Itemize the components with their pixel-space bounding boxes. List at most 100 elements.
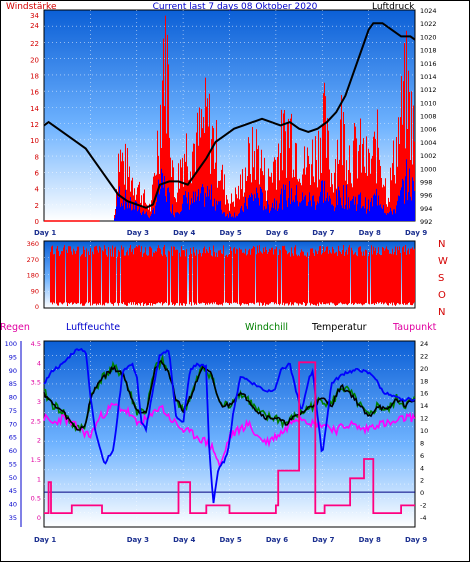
c3-day-label: Day 6: [266, 536, 288, 544]
humidity-tick: 40: [9, 501, 17, 509]
pressure-tick: 1016: [420, 60, 437, 68]
temperature-tick: 22: [420, 352, 428, 360]
c1-day-label: Day 5: [220, 229, 242, 237]
c1-day-label: Day 9: [405, 229, 427, 237]
wind-tick: 22: [30, 40, 39, 48]
temperature-tick: 24: [420, 340, 428, 348]
temperature-tick: 2: [420, 477, 424, 485]
direction-tick: 360: [27, 240, 39, 248]
rain-tick: 2: [37, 437, 41, 445]
wind-direction-bars: [50, 245, 415, 306]
c1-day-label: Day 4: [173, 229, 195, 237]
rain-tick: 0: [37, 514, 41, 522]
humidity-tick: 45: [9, 487, 17, 495]
pressure-tick: 1012: [420, 86, 437, 94]
temperature-tick: 18: [420, 377, 428, 385]
pressure-tick: 992: [420, 218, 432, 226]
temperature-tick: 10: [420, 427, 428, 435]
temperature-tick: -2: [420, 502, 426, 510]
humidity-line: [43, 347, 416, 504]
c3-day-label: Day 3: [127, 536, 149, 544]
humidity-tick: 50: [9, 474, 17, 482]
legend-label: Luftfeuchte: [66, 322, 120, 333]
pressure-line: [43, 22, 416, 209]
humidity-tick: 85: [9, 380, 17, 388]
temperature-tick: 8: [420, 439, 424, 447]
humidity-tick: 60: [9, 447, 17, 455]
direction-tick: 270: [27, 256, 39, 264]
pressure-tick: 1020: [420, 33, 437, 41]
temperature-tick: 14: [420, 402, 428, 410]
compass-label: W: [438, 256, 448, 267]
compass-label: N: [438, 239, 445, 250]
wind-axis-title: Windstärke: [6, 2, 57, 12]
direction-tick: 0: [35, 303, 39, 311]
pressure-tick: 1008: [420, 113, 437, 121]
wind-tick: 18: [30, 73, 39, 81]
pressure-tick: 1002: [420, 152, 437, 160]
c1-day-label: Day 6: [266, 229, 288, 237]
rain-line: [44, 361, 415, 514]
wind-bars: [114, 15, 415, 221]
temperature-line: [43, 359, 415, 431]
pressure-tick: 1000: [420, 165, 437, 173]
c3-day-label: Day 8: [359, 536, 381, 544]
legend-label: Windchill: [245, 322, 288, 333]
pressure-tick: 1018: [420, 47, 437, 55]
wind-tick: 10: [30, 137, 39, 145]
rain-tick: 0.5: [31, 495, 41, 503]
c1-day-label: Day 3: [127, 229, 149, 237]
humidity-tick: 70: [9, 420, 17, 428]
legend-label: Taupunkt: [392, 322, 437, 333]
rain-tick: 2.5: [31, 417, 41, 425]
rain-tick: 3.5: [31, 379, 41, 387]
pressure-axis-title: Luftdruck: [372, 2, 415, 12]
wind-tick: 12: [30, 121, 39, 129]
c1-day-label: Day 7: [312, 229, 334, 237]
wind-tick: 6: [35, 170, 40, 178]
pressure-tick: 1022: [420, 20, 437, 28]
wind-tick: 16: [30, 89, 39, 97]
rain-tick: 1: [37, 475, 41, 483]
wind-tick: 2: [35, 202, 39, 210]
temperature-tick: -4: [420, 514, 426, 522]
humidity-tick: 95: [9, 353, 17, 361]
wind-tick: 0: [35, 218, 39, 226]
rain-tick: 1.5: [31, 456, 41, 464]
humidity-tick: 75: [9, 407, 17, 415]
wind-tick: 34: [30, 12, 39, 20]
compass-label: S: [438, 273, 444, 284]
pressure-tick: 998: [420, 178, 432, 186]
c3-day-label: Day 1: [34, 536, 56, 544]
wind-tick: 4: [35, 186, 40, 194]
wind-tick: 24: [30, 22, 39, 30]
humidity-tick: 100: [5, 340, 17, 348]
temperature-tick: 0: [420, 489, 424, 497]
rain-tick: 3: [37, 398, 41, 406]
pressure-tick: 1014: [420, 73, 437, 81]
c3-day-label: Day 9: [405, 536, 427, 544]
pressure-tick: 996: [420, 192, 432, 200]
c3-day-label: Day 7: [312, 536, 334, 544]
c1-day-label: Day 8: [359, 229, 381, 237]
pressure-tick: 1010: [420, 99, 437, 107]
humidity-tick: 80: [9, 394, 17, 402]
temperature-tick: 6: [420, 452, 424, 460]
humidity-tick: 90: [9, 367, 17, 375]
pressure-tick: 1006: [420, 126, 437, 134]
pressure-tick: 994: [420, 205, 432, 213]
direction-tick: 180: [27, 272, 39, 280]
humidity-tick: 65: [9, 434, 17, 442]
legend-label: Temperatur: [311, 322, 367, 333]
pressure-tick: 1024: [420, 7, 437, 15]
humidity-tick: 55: [9, 460, 17, 468]
compass-label: N: [438, 307, 445, 318]
temperature-tick: 20: [420, 365, 428, 373]
rain-tick: 4.5: [31, 340, 41, 348]
compass-label: O: [438, 290, 446, 301]
temperature-tick: 12: [420, 415, 428, 423]
legend-label: Regen: [0, 322, 30, 333]
temperature-tick: 16: [420, 390, 428, 398]
